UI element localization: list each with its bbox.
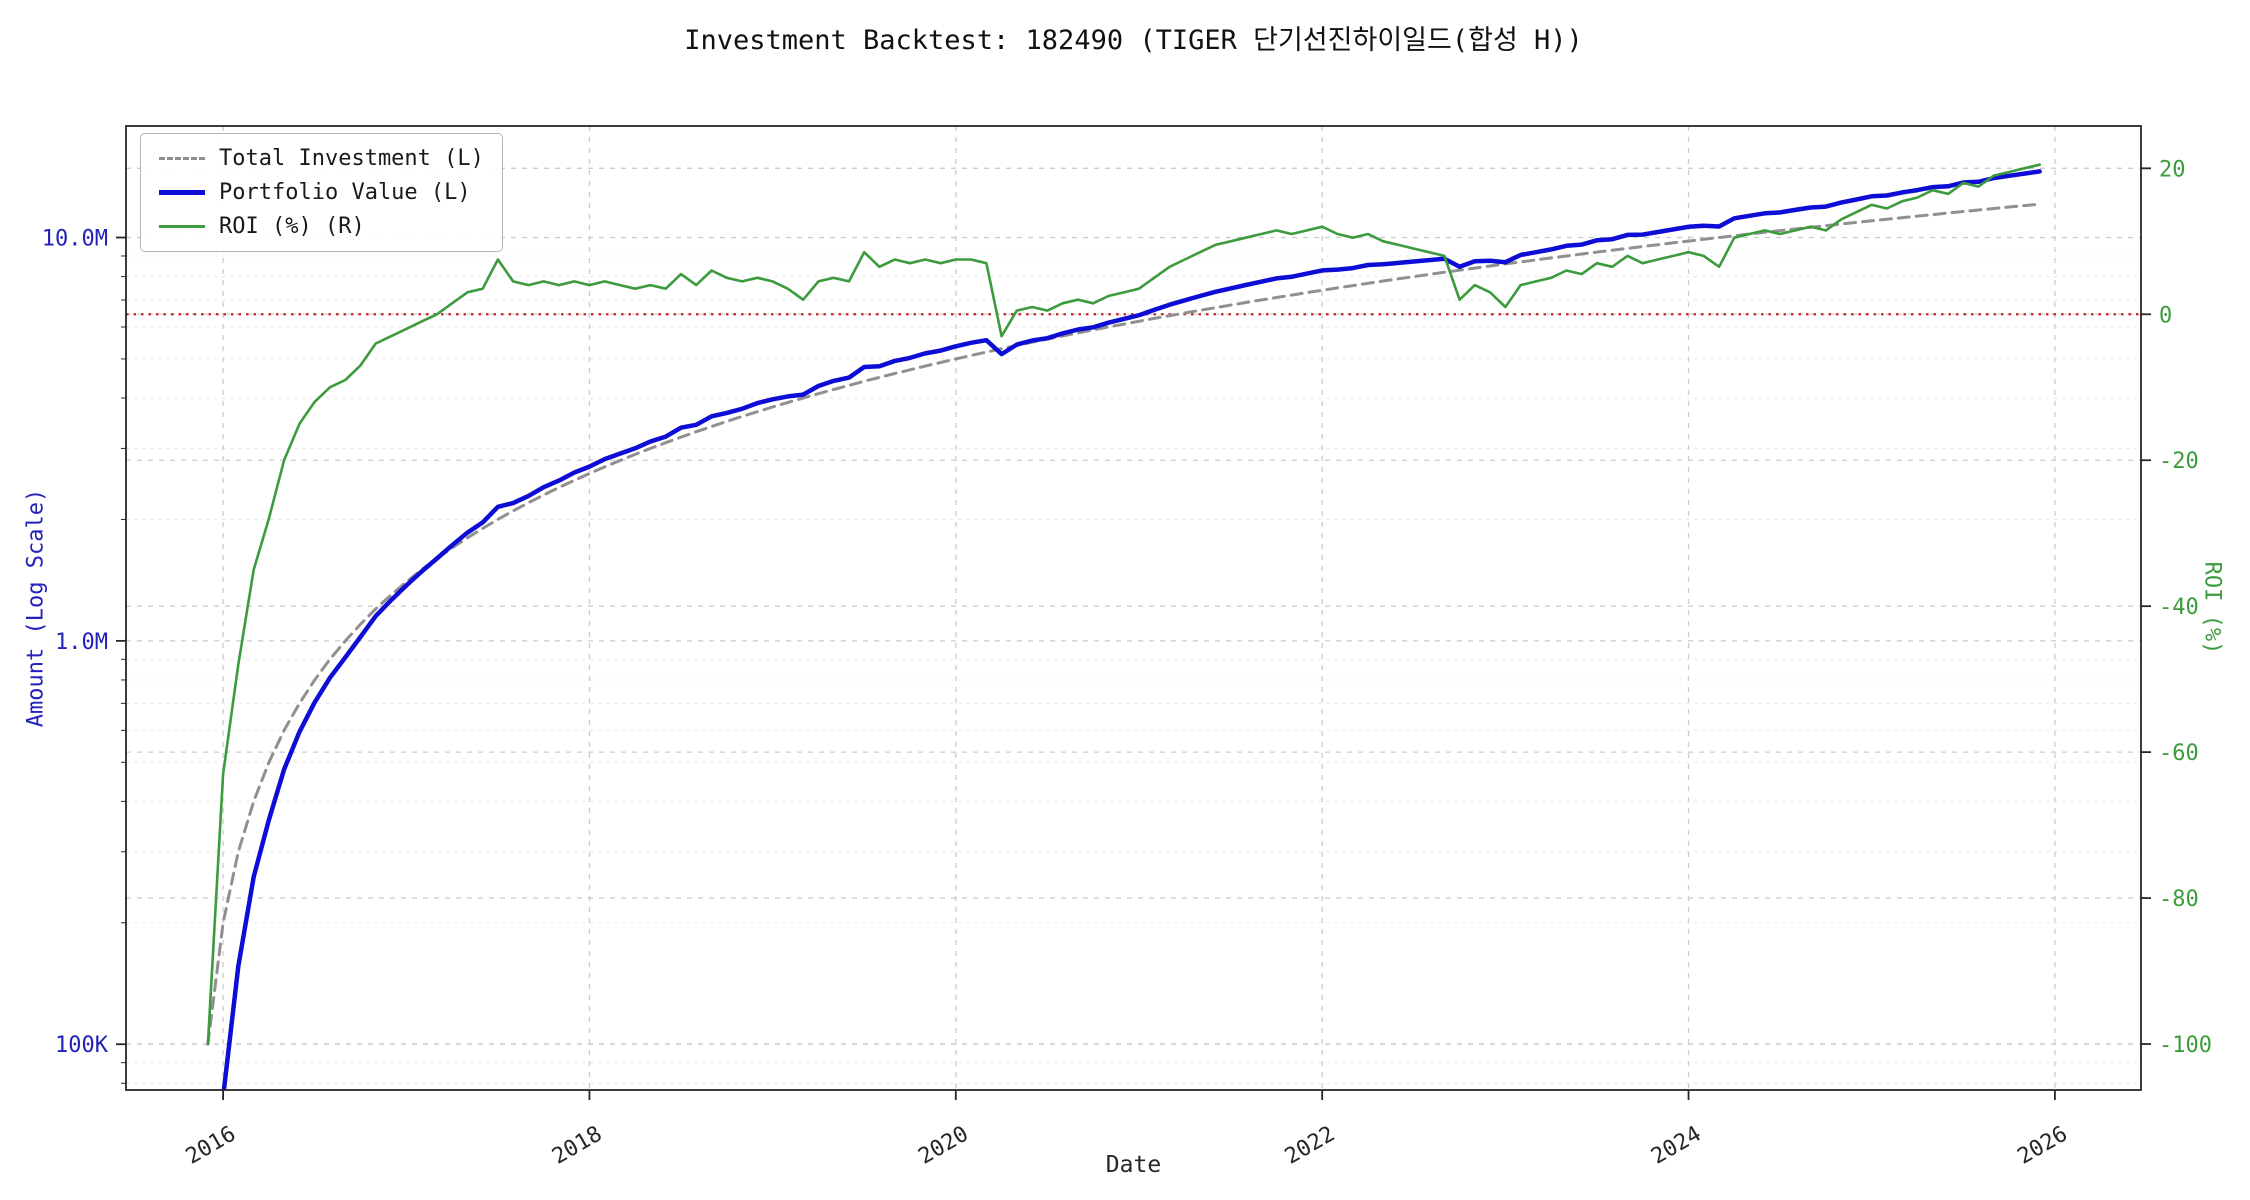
right-tick-label: -40: [2159, 595, 2199, 620]
roi-line: [206, 163, 2041, 1046]
right-tick-label: -100: [2159, 1033, 2212, 1058]
legend-label-portfolio-value: Portfolio Value (L): [219, 180, 471, 205]
x-axis-label: Date: [1105, 1152, 1162, 1178]
legend: Total Investment (L) Portfolio Value (L)…: [140, 133, 503, 252]
portfolio-value-line-sample: [159, 190, 205, 195]
right-tick-label: 20: [2159, 157, 2186, 182]
grid-minor: [126, 255, 2141, 1084]
legend-label-total-investment: Total Investment (L): [219, 146, 484, 171]
total-investment-line: [206, 202, 2042, 1046]
grid-major: [126, 126, 2141, 1090]
right-tick-label: 0: [2159, 303, 2172, 328]
right-tick-label: -80: [2159, 887, 2199, 912]
roi-line-sample: [159, 225, 205, 228]
right-tick-label: -60: [2159, 741, 2199, 766]
right-tick-label: -20: [2159, 449, 2199, 474]
chart-title: Investment Backtest: 182490 (TIGER 단기선진하…: [684, 25, 1583, 56]
total-investment-line-sample: [159, 157, 205, 160]
plot-border: [125, 125, 2142, 1091]
left-axis-label: Amount (Log Scale): [23, 488, 49, 728]
portfolio-value-line: [221, 169, 2042, 1090]
left-tick-label: 100K: [55, 1033, 109, 1058]
left-tick-label: 10.0M: [42, 227, 108, 252]
legend-item-total-investment: Total Investment (L): [159, 146, 484, 171]
legend-label-roi: ROI (%) (R): [219, 214, 365, 239]
left-tick-label: 1.0M: [55, 630, 108, 655]
legend-item-portfolio-value: Portfolio Value (L): [159, 180, 484, 205]
legend-item-roi: ROI (%) (R): [159, 214, 484, 239]
right-axis-label: ROI (%): [2199, 561, 2225, 655]
